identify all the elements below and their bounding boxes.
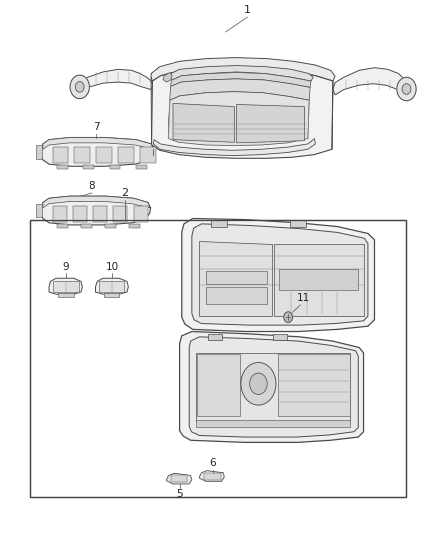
Text: 11: 11 bbox=[297, 293, 310, 303]
Polygon shape bbox=[196, 420, 350, 427]
Polygon shape bbox=[49, 278, 82, 294]
Polygon shape bbox=[43, 196, 150, 208]
Polygon shape bbox=[129, 224, 140, 228]
Polygon shape bbox=[182, 219, 374, 332]
Polygon shape bbox=[140, 147, 156, 163]
Polygon shape bbox=[206, 287, 267, 304]
Polygon shape bbox=[58, 293, 74, 297]
Polygon shape bbox=[43, 138, 153, 149]
Polygon shape bbox=[41, 196, 151, 225]
Polygon shape bbox=[81, 224, 92, 228]
Circle shape bbox=[70, 75, 89, 99]
Polygon shape bbox=[53, 281, 79, 292]
Polygon shape bbox=[53, 147, 68, 163]
Polygon shape bbox=[36, 204, 42, 217]
Circle shape bbox=[402, 84, 411, 94]
Polygon shape bbox=[211, 220, 227, 227]
Polygon shape bbox=[96, 147, 112, 163]
Text: 2: 2 bbox=[121, 188, 128, 198]
Circle shape bbox=[250, 373, 267, 394]
Bar bbox=[30, 220, 406, 497]
Polygon shape bbox=[171, 475, 187, 482]
Circle shape bbox=[397, 77, 416, 101]
Polygon shape bbox=[192, 224, 368, 325]
Polygon shape bbox=[104, 293, 119, 297]
Text: 8: 8 bbox=[88, 181, 95, 191]
Polygon shape bbox=[118, 147, 134, 163]
Bar bbox=[30, 220, 406, 497]
Polygon shape bbox=[290, 220, 306, 227]
Polygon shape bbox=[57, 224, 68, 228]
Polygon shape bbox=[166, 473, 192, 484]
Polygon shape bbox=[41, 138, 154, 166]
Polygon shape bbox=[237, 104, 304, 143]
Polygon shape bbox=[274, 244, 364, 316]
Polygon shape bbox=[278, 354, 350, 416]
Polygon shape bbox=[169, 92, 309, 146]
Text: 10: 10 bbox=[106, 262, 119, 272]
Polygon shape bbox=[189, 337, 358, 437]
Polygon shape bbox=[93, 206, 107, 222]
Polygon shape bbox=[77, 69, 153, 92]
Text: 5: 5 bbox=[176, 489, 183, 499]
Circle shape bbox=[284, 312, 293, 322]
Polygon shape bbox=[170, 66, 313, 81]
Polygon shape bbox=[171, 72, 311, 87]
Text: 9: 9 bbox=[62, 262, 69, 272]
Polygon shape bbox=[53, 206, 67, 222]
Polygon shape bbox=[134, 206, 148, 222]
Polygon shape bbox=[208, 334, 222, 340]
Polygon shape bbox=[99, 281, 124, 292]
Polygon shape bbox=[73, 206, 87, 222]
Polygon shape bbox=[273, 334, 287, 340]
Polygon shape bbox=[199, 471, 224, 481]
Polygon shape bbox=[197, 354, 240, 416]
Polygon shape bbox=[333, 68, 407, 95]
Polygon shape bbox=[152, 67, 333, 158]
Text: 6: 6 bbox=[209, 458, 216, 468]
Polygon shape bbox=[204, 473, 221, 480]
Polygon shape bbox=[113, 206, 127, 222]
Polygon shape bbox=[95, 278, 128, 294]
Polygon shape bbox=[199, 241, 272, 316]
Polygon shape bbox=[136, 165, 147, 169]
Text: 7: 7 bbox=[93, 122, 100, 132]
Circle shape bbox=[75, 82, 84, 92]
Polygon shape bbox=[83, 165, 94, 169]
Polygon shape bbox=[153, 139, 315, 156]
Polygon shape bbox=[163, 72, 172, 82]
Polygon shape bbox=[57, 165, 68, 169]
Polygon shape bbox=[151, 58, 335, 81]
Circle shape bbox=[241, 362, 276, 405]
Polygon shape bbox=[279, 269, 358, 290]
Text: 1: 1 bbox=[244, 5, 251, 15]
Polygon shape bbox=[36, 145, 42, 159]
Polygon shape bbox=[196, 353, 350, 421]
Polygon shape bbox=[173, 103, 234, 142]
Polygon shape bbox=[105, 224, 116, 228]
Polygon shape bbox=[180, 332, 364, 442]
Polygon shape bbox=[74, 147, 90, 163]
Polygon shape bbox=[170, 79, 310, 100]
Polygon shape bbox=[110, 165, 120, 169]
Polygon shape bbox=[206, 271, 267, 284]
